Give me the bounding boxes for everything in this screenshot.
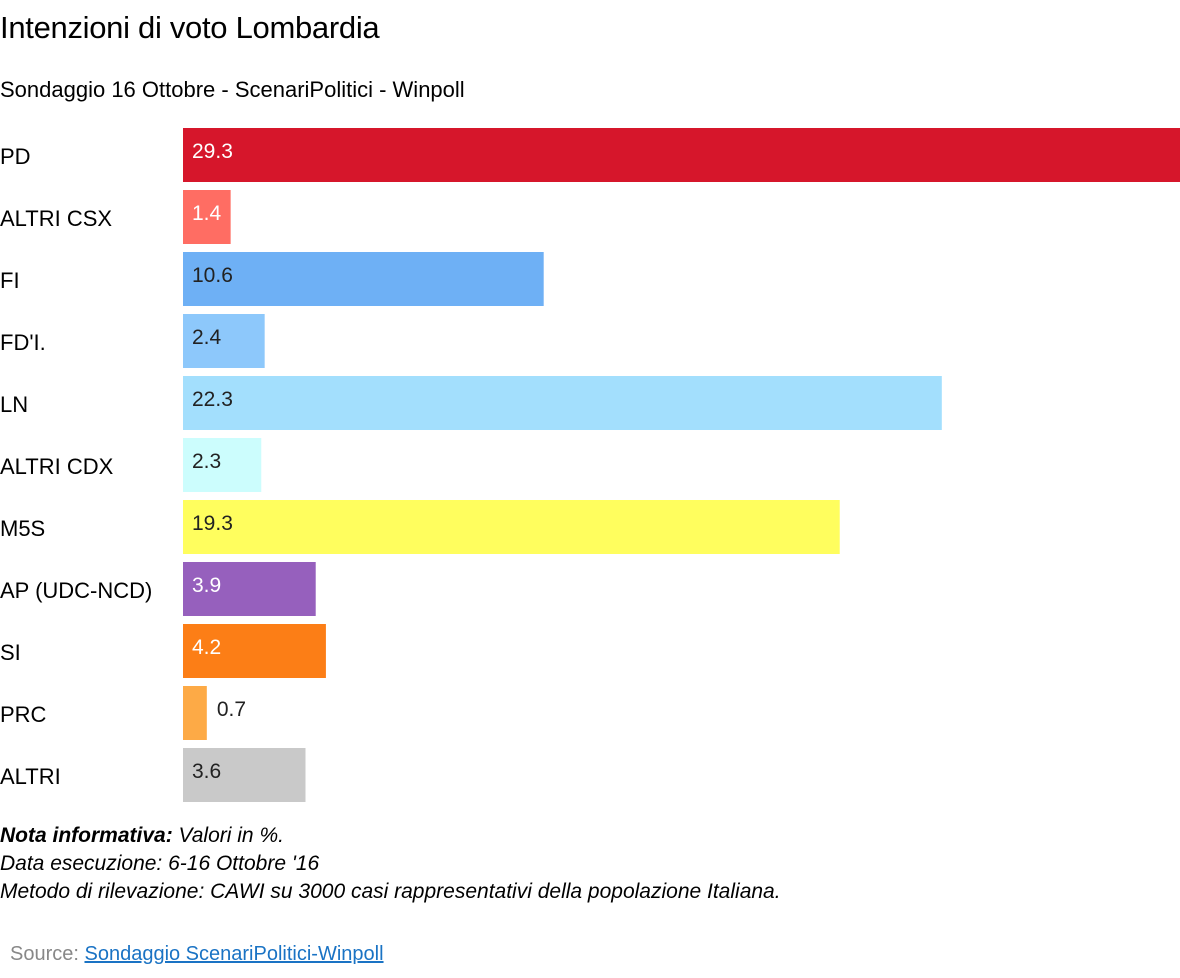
- chart-title: Intenzioni di voto Lombardia: [0, 10, 380, 45]
- bar-chart: PD 29.3 ALTRI CSX 1.4 FI 10.6 FD'I. 2.4 LN 22.3 AL…: [0, 128, 1180, 802]
- bar: [183, 252, 544, 306]
- category-label: ALTRI: [0, 764, 61, 789]
- category-label: ALTRI CDX: [0, 454, 114, 479]
- bar: [183, 748, 306, 802]
- value-label: 4.2: [192, 636, 221, 659]
- value-label: 0.7: [217, 698, 246, 721]
- source-link[interactable]: Sondaggio ScenariPolitici-Winpoll: [84, 943, 384, 965]
- bar: [183, 190, 231, 244]
- value-label: 2.4: [192, 326, 222, 349]
- bar: [183, 438, 262, 492]
- value-label: 19.3: [192, 512, 233, 535]
- value-label: 29.3: [192, 140, 233, 163]
- category-label: FD'I.: [0, 330, 46, 355]
- notes-line-2: Data esecuzione: 6-16 Ottobre '16: [0, 852, 320, 875]
- category-label: SI: [0, 640, 21, 665]
- notes-block: Nota informativa: Valori in %. Data esec…: [0, 822, 781, 906]
- bar: [183, 562, 316, 616]
- chart-subtitle: Sondaggio 16 Ottobre - ScenariPolitici -…: [0, 77, 465, 102]
- category-label: PRC: [0, 702, 47, 727]
- category-label: FI: [0, 268, 20, 293]
- category-label: ALTRI CSX: [0, 206, 112, 231]
- bar: [183, 376, 942, 430]
- category-label: M5S: [0, 516, 45, 541]
- source-prefix: Source:: [10, 943, 85, 965]
- notes-line-3: Metodo di rilevazione: CAWI su 3000 casi…: [0, 880, 781, 903]
- value-label: 1.4: [192, 202, 222, 225]
- value-label: 2.3: [192, 450, 221, 473]
- bar: [183, 686, 207, 740]
- bar: [183, 314, 265, 368]
- source-line: Source: Sondaggio ScenariPolitici-Winpol…: [10, 943, 384, 966]
- notes-line-1: Nota informativa: Valori in %.: [0, 822, 781, 850]
- category-label: AP (UDC-NCD): [0, 578, 152, 603]
- bar: [183, 500, 840, 554]
- category-label: PD: [0, 144, 31, 169]
- category-label: LN: [0, 392, 28, 417]
- notes-label: Nota informativa:: [0, 824, 173, 847]
- bar: [183, 624, 326, 678]
- value-label: 3.9: [192, 574, 221, 597]
- value-label: 10.6: [192, 264, 233, 287]
- value-label: 3.6: [192, 760, 221, 783]
- notes-text: Valori in %.: [172, 824, 284, 847]
- value-label: 22.3: [192, 388, 233, 411]
- bar: [183, 128, 1180, 182]
